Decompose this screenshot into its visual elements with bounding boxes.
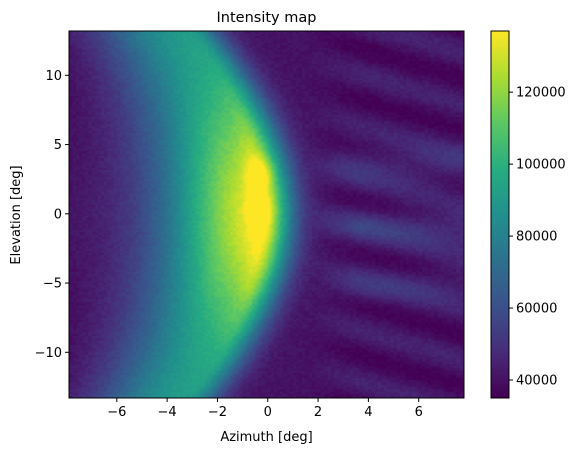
x-tick-label: 4 — [364, 405, 372, 420]
chart-title: Intensity map — [217, 10, 317, 26]
colorbar-gradient — [491, 31, 509, 398]
x-tick-label: 2 — [314, 405, 322, 420]
y-tick-label: 10 — [45, 69, 62, 84]
colorbar-tick-label: 40000 — [516, 374, 557, 389]
y-axis-ticks: −10 −5 0 5 10 — [35, 69, 69, 361]
plot-frame — [68, 30, 465, 399]
x-tick-label: −6 — [107, 405, 126, 420]
colorbar-ticks: 40000 60000 80000 100000 120000 — [509, 86, 566, 389]
y-tick-label: 0 — [54, 207, 62, 222]
colorbar-tick-label: 80000 — [516, 230, 557, 245]
y-tick-label: −10 — [35, 346, 62, 361]
colorbar-tick-label: 100000 — [516, 158, 566, 173]
y-tick-label: 5 — [54, 138, 62, 153]
y-axis-label: Elevation [deg] — [9, 165, 24, 264]
heatmap-image — [69, 31, 464, 398]
x-tick-label: 0 — [264, 405, 272, 420]
x-axis-label: Azimuth [deg] — [220, 430, 312, 445]
x-tick-label: 6 — [415, 405, 423, 420]
colorbar-tick-label: 60000 — [516, 302, 557, 317]
colorbar-frame — [490, 30, 510, 399]
x-tick-label: −4 — [158, 405, 177, 420]
colorbar-tick-label: 120000 — [516, 86, 566, 101]
x-tick-label: −2 — [208, 405, 227, 420]
y-tick-label: −5 — [43, 277, 62, 292]
x-axis-ticks: −6 −4 −2 0 2 4 6 — [107, 398, 423, 420]
